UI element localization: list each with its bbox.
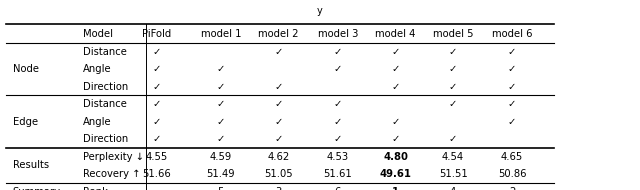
Text: 49.61: 49.61: [380, 169, 412, 179]
Text: 4.65: 4.65: [501, 152, 523, 162]
Text: Rank: Rank: [83, 187, 108, 190]
Text: Edge: Edge: [13, 117, 38, 127]
Text: ✓: ✓: [152, 134, 161, 144]
Text: ✓: ✓: [216, 82, 225, 92]
Text: ✓: ✓: [508, 47, 516, 57]
Text: ✓: ✓: [152, 117, 161, 127]
Text: ✓: ✓: [274, 47, 283, 57]
Text: ✓: ✓: [449, 64, 458, 74]
Text: PiFold: PiFold: [142, 29, 172, 39]
Text: Angle: Angle: [83, 64, 112, 74]
Text: ✓: ✓: [216, 99, 225, 109]
Text: ✓: ✓: [274, 134, 283, 144]
Text: –: –: [154, 187, 159, 190]
Text: model 2: model 2: [258, 29, 299, 39]
Text: 3: 3: [275, 187, 282, 190]
Text: model 6: model 6: [492, 29, 532, 39]
Text: ✓: ✓: [449, 134, 458, 144]
Text: 51.61: 51.61: [324, 169, 352, 179]
Text: 50.86: 50.86: [498, 169, 526, 179]
Text: 4.80: 4.80: [383, 152, 408, 162]
Text: ✓: ✓: [333, 134, 342, 144]
Text: ✓: ✓: [274, 117, 283, 127]
Text: ✓: ✓: [152, 99, 161, 109]
Text: Results: Results: [13, 160, 49, 170]
Text: ✓: ✓: [391, 82, 400, 92]
Text: model 3: model 3: [317, 29, 358, 39]
Text: 51.05: 51.05: [264, 169, 292, 179]
Text: Direction: Direction: [83, 82, 129, 92]
Text: 4.54: 4.54: [442, 152, 464, 162]
Text: ✓: ✓: [333, 47, 342, 57]
Text: ✓: ✓: [449, 47, 458, 57]
Text: ✓: ✓: [152, 47, 161, 57]
Text: 4.55: 4.55: [146, 152, 168, 162]
Text: ✓: ✓: [274, 99, 283, 109]
Text: ✓: ✓: [216, 64, 225, 74]
Text: ✓: ✓: [449, 99, 458, 109]
Text: Perplexity ↓: Perplexity ↓: [83, 152, 144, 162]
Text: ✓: ✓: [333, 99, 342, 109]
Text: 6: 6: [335, 187, 341, 190]
Text: ✓: ✓: [508, 82, 516, 92]
Text: 51.51: 51.51: [439, 169, 467, 179]
Text: Distance: Distance: [83, 99, 127, 109]
Text: 5: 5: [218, 187, 224, 190]
Text: ✓: ✓: [391, 117, 400, 127]
Text: Summary: Summary: [13, 187, 61, 190]
Text: 51.49: 51.49: [207, 169, 235, 179]
Text: Angle: Angle: [83, 117, 112, 127]
Text: ✓: ✓: [216, 134, 225, 144]
Text: ✓: ✓: [508, 64, 516, 74]
Text: 4: 4: [450, 187, 456, 190]
Text: ✓: ✓: [391, 64, 400, 74]
Text: ✓: ✓: [152, 82, 161, 92]
Text: 1: 1: [392, 187, 399, 190]
Text: ✓: ✓: [391, 134, 400, 144]
Text: model 4: model 4: [375, 29, 416, 39]
Text: ✓: ✓: [333, 64, 342, 74]
Text: ✓: ✓: [449, 82, 458, 92]
Text: Recovery ↑: Recovery ↑: [83, 169, 141, 179]
Text: ✓: ✓: [152, 64, 161, 74]
Text: 51.66: 51.66: [143, 169, 171, 179]
Text: 4.62: 4.62: [268, 152, 289, 162]
Text: model 5: model 5: [433, 29, 474, 39]
Text: Node: Node: [13, 64, 39, 74]
Text: ✓: ✓: [508, 117, 516, 127]
Text: Direction: Direction: [83, 134, 129, 144]
Text: 4.59: 4.59: [210, 152, 232, 162]
Text: y: y: [317, 6, 323, 16]
Text: ✓: ✓: [508, 99, 516, 109]
Text: ✓: ✓: [216, 117, 225, 127]
Text: ✓: ✓: [274, 82, 283, 92]
Text: 4.53: 4.53: [327, 152, 349, 162]
Text: ✓: ✓: [333, 117, 342, 127]
Text: 2: 2: [509, 187, 515, 190]
Text: model 1: model 1: [200, 29, 241, 39]
Text: Distance: Distance: [83, 47, 127, 57]
Text: Model: Model: [83, 29, 113, 39]
Text: ✓: ✓: [391, 47, 400, 57]
